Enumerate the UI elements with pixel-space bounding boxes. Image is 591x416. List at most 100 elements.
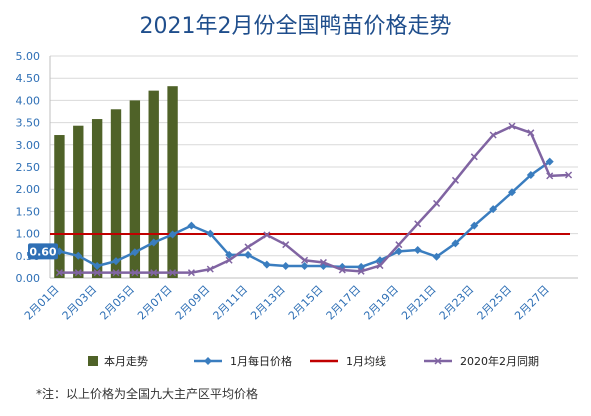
point-marker: [300, 262, 309, 271]
point-marker: [225, 256, 233, 264]
point-marker: [206, 229, 215, 238]
legend-swatch: [88, 356, 98, 366]
series-line: [59, 124, 569, 274]
point-marker: [244, 250, 252, 259]
point-marker: [395, 241, 403, 249]
callout-label: 0.60: [29, 245, 56, 258]
x-tick-label: 2月09日: [173, 283, 213, 323]
legend: 本月走势 1月每日价格 1月均线 2020年2月同期: [88, 354, 539, 368]
x-tick-label: 2月19日: [361, 283, 401, 323]
bar: [148, 90, 159, 278]
point-marker: [432, 252, 441, 261]
point-marker: [149, 238, 158, 247]
point-marker: [187, 269, 195, 277]
line-series: [50, 122, 573, 277]
point-marker: [150, 269, 158, 277]
point-marker: [169, 269, 177, 277]
point-marker: [508, 122, 516, 130]
x-tick-label: 2月01日: [22, 283, 62, 323]
point-marker: [130, 248, 139, 257]
point-marker: [282, 241, 290, 249]
y-tick-label: 2.50: [16, 161, 41, 174]
y-tick-label: 1.00: [16, 228, 41, 241]
point-marker: [262, 260, 271, 269]
point-marker: [281, 262, 290, 271]
point-marker: [319, 258, 327, 266]
chart-title: 2021年2月份全国鸭苗价格走势: [139, 14, 452, 39]
legend-label: 本月走势: [104, 354, 148, 368]
point-marker: [301, 256, 309, 264]
point-marker: [470, 221, 479, 230]
point-marker: [545, 157, 554, 166]
y-tick-label: 5.00: [16, 50, 41, 63]
x-tick-label: 2月03日: [60, 283, 100, 323]
y-tick-label: 1.50: [16, 205, 41, 218]
x-tick-label: 2月25日: [475, 283, 515, 323]
y-tick-label: 3.00: [16, 139, 41, 152]
y-axis-ticks: 0.000.501.001.502.002.503.003.504.004.50…: [16, 50, 41, 285]
x-tick-label: 2月13日: [248, 283, 288, 323]
legend-label: 1月均线: [346, 354, 386, 368]
point-marker: [433, 199, 441, 207]
x-axis-ticks: 2月01日2月03日2月05日2月07日2月09日2月11日2月13日2月15日…: [22, 283, 552, 323]
y-tick-label: 0.00: [16, 272, 41, 285]
x-tick-label: 2月11日: [211, 283, 251, 323]
point-marker: [338, 266, 346, 274]
x-tick-label: 2月21日: [399, 283, 439, 323]
value-callout: 0.60: [28, 243, 58, 260]
x-tick-label: 2月15日: [286, 283, 326, 323]
footnote: *注：以上价格为全国九大主产区平均价格: [36, 387, 259, 401]
point-marker: [470, 153, 478, 161]
bar: [91, 119, 103, 278]
point-marker: [168, 230, 177, 239]
legend-label: 1月每日价格: [230, 354, 292, 368]
point-marker: [489, 205, 498, 214]
point-marker: [527, 129, 535, 137]
point-marker: [508, 188, 516, 197]
point-marker: [546, 172, 554, 180]
point-marker: [394, 247, 403, 256]
point-marker: [357, 267, 365, 275]
point-marker: [263, 231, 271, 239]
bar: [167, 86, 178, 278]
legend-label: 2020年2月同期: [460, 354, 539, 368]
point-marker: [526, 170, 535, 179]
point-marker: [206, 265, 214, 273]
point-marker: [93, 262, 102, 271]
point-marker: [225, 250, 234, 259]
point-marker: [93, 269, 101, 277]
x-tick-label: 2月17日: [324, 283, 364, 323]
bar: [129, 100, 141, 279]
y-tick-label: 2.00: [16, 183, 41, 196]
point-marker: [376, 262, 384, 270]
point-marker: [413, 246, 422, 255]
point-marker: [131, 269, 139, 277]
x-tick-label: 2月27日: [512, 283, 552, 323]
y-tick-label: 4.00: [16, 94, 41, 107]
legend-marker: [434, 357, 442, 365]
y-tick-label: 3.50: [16, 117, 41, 130]
point-marker: [74, 269, 82, 277]
callout-box: [28, 243, 58, 260]
point-marker: [565, 171, 573, 179]
bar: [54, 135, 65, 278]
point-marker: [74, 251, 83, 260]
point-marker: [451, 176, 459, 184]
x-tick-label: 2月23日: [437, 283, 477, 323]
bar-series: [54, 86, 178, 279]
x-tick-label: 2月05日: [97, 283, 137, 323]
bar: [110, 109, 122, 278]
point-marker: [187, 221, 196, 230]
bar: [73, 125, 84, 278]
legend-marker: [204, 357, 212, 365]
y-tick-label: 4.50: [16, 72, 41, 85]
x-tick-label: 2月07日: [135, 283, 175, 323]
point-marker: [112, 257, 120, 266]
point-marker: [414, 220, 422, 228]
point-marker: [451, 239, 460, 248]
point-marker: [112, 269, 120, 277]
point-marker: [489, 131, 497, 139]
point-marker: [55, 269, 63, 277]
gridlines: [49, 55, 578, 279]
